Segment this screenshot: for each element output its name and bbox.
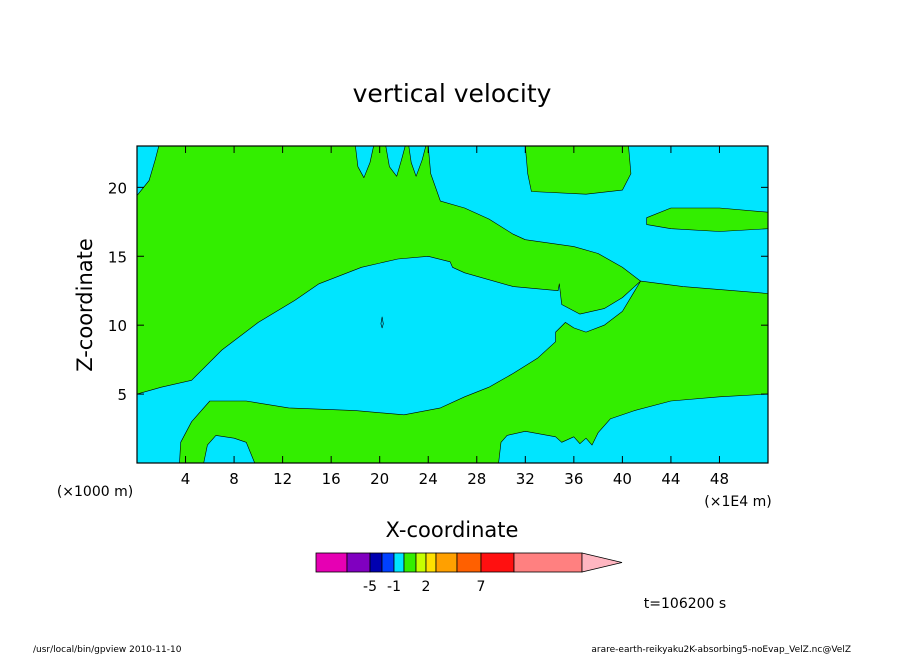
y-tick-label: 20 (108, 179, 127, 197)
x-tick-label: 48 (710, 470, 729, 488)
x-tick-label: 44 (661, 470, 680, 488)
x-tick-label: 28 (467, 470, 486, 488)
colorbar-segment (403, 552, 417, 573)
contour-region-green-4 (524, 145, 632, 195)
contour-region-green-5 (646, 207, 769, 232)
x-tick-label: 4 (181, 470, 191, 488)
colorbar-extension (581, 552, 623, 573)
colorbar-label: 2 (422, 579, 431, 595)
x-tick-label: 8 (229, 470, 239, 488)
y-tick-label: 5 (117, 386, 127, 404)
colorbar: -5 -1 2 7 (315, 552, 623, 595)
x-unit-left: (×1000 m) (57, 484, 133, 500)
x-tick-label: 36 (564, 470, 583, 488)
colorbar-segment (425, 552, 437, 573)
x-unit-right: (×1E4 m) (704, 494, 771, 510)
x-axis-label: X-coordinate (386, 518, 519, 542)
x-tick-label: 12 (273, 470, 292, 488)
x-tick-label: 40 (613, 470, 632, 488)
y-axis-ticks: 5 10 15 20 (108, 179, 768, 404)
colorbar-segment (346, 552, 371, 573)
chart-title: vertical velocity (353, 79, 552, 108)
contour-region-green-3 (179, 280, 769, 464)
x-axis-ticks: 4 8 12 16 20 24 28 32 36 40 44 48 (181, 146, 729, 488)
footer-right: arare-earth-reikyaku2K-absorbing5-noEvap… (591, 645, 851, 654)
colorbar-segment (480, 552, 515, 573)
x-tick-label: 20 (370, 470, 389, 488)
x-tick-label: 24 (419, 470, 438, 488)
y-tick-label: 10 (108, 317, 127, 335)
plot-frame (136, 145, 769, 464)
colorbar-segment (415, 552, 427, 573)
x-tick-label: 16 (322, 470, 341, 488)
colorbar-label: -5 (363, 579, 377, 595)
colorbar-segment (393, 552, 405, 573)
colorbar-segment (435, 552, 458, 573)
colorbar-segment (513, 552, 583, 573)
footer-left: /usr/local/bin/gpview 2010-11-10 (33, 645, 182, 654)
colorbar-label: 7 (477, 579, 486, 595)
contour-region-cyan-7 (380, 316, 384, 329)
colorbar-segment (369, 552, 383, 573)
colorbar-label: -1 (387, 579, 401, 595)
colorbar-segment (456, 552, 482, 573)
x-tick-label: 32 (516, 470, 535, 488)
colorbar-segment (315, 552, 348, 573)
y-tick-label: 15 (108, 248, 127, 266)
y-axis-label: Z-coordinate (73, 238, 97, 372)
colorbar-segment (381, 552, 395, 573)
time-label: t=106200 s (644, 596, 726, 612)
